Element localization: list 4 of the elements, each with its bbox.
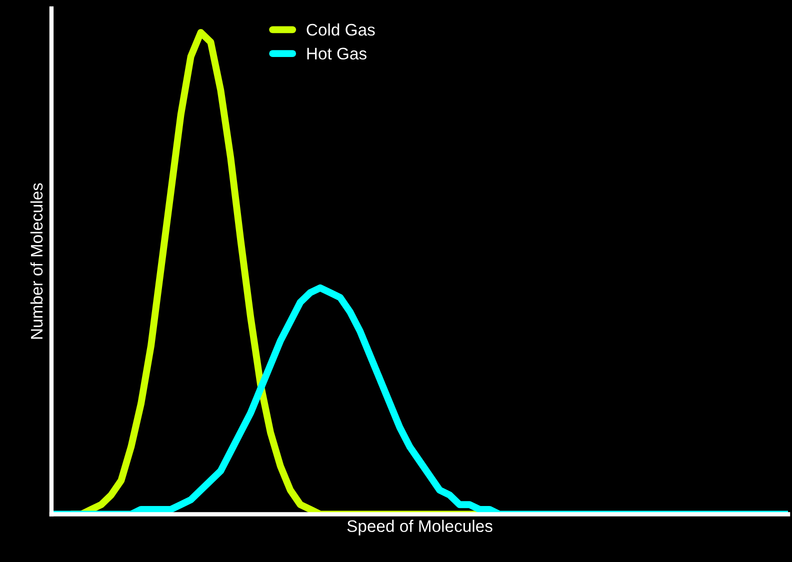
- x-axis-title: Speed of Molecules: [347, 520, 492, 536]
- legend-label: Hot Gas: [307, 48, 366, 60]
- y-axis-title: Number of Molecules: [30, 183, 43, 339]
- legend-label: Cold Gas: [306, 23, 375, 36]
